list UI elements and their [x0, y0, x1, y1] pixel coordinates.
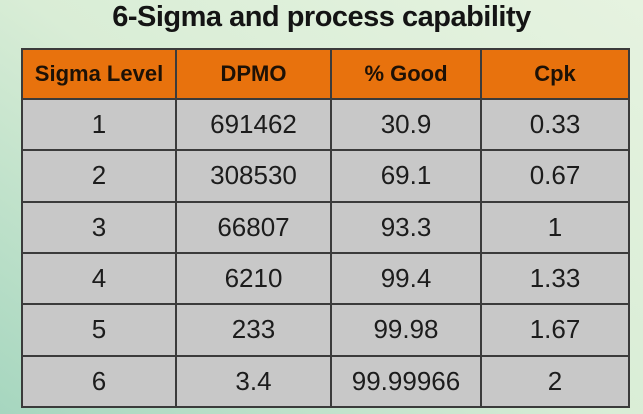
header-percent-good: % Good: [330, 48, 482, 100]
table-row: 2 308530 69.1 0.67: [21, 149, 630, 203]
cell-cpk: 0.33: [480, 97, 630, 152]
table-row: 3 66807 93.3 1: [21, 200, 630, 254]
cell-dpmo: 233: [175, 303, 332, 357]
cell-cpk: 2: [480, 354, 630, 409]
cell-sigma-level: 4: [21, 251, 177, 306]
header-sigma-level: Sigma Level: [21, 48, 177, 100]
header-cpk: Cpk: [480, 48, 630, 100]
cell-cpk: 1.67: [480, 303, 630, 357]
table-row: 5 233 99.98 1.67: [21, 303, 630, 357]
table-body: 1 691462 30.9 0.33 2 308530 69.1 0.67 3 66807 93.3…: [21, 97, 630, 409]
table-row: 1 691462 30.9 0.33: [21, 97, 630, 152]
header-dpmo: DPMO: [175, 48, 332, 100]
cell-percent-good: 93.3: [330, 200, 482, 254]
table-row: 4 6210 99.4 1.33: [21, 251, 630, 306]
sigma-capability-table: Sigma Level DPMO % Good Cpk 1 691462 30.9 0…: [21, 48, 630, 409]
cell-dpmo: 308530: [175, 149, 332, 203]
cell-dpmo: 6210: [175, 251, 332, 306]
cell-dpmo: 3.4: [175, 354, 332, 409]
cell-dpmo: 691462: [175, 97, 332, 152]
cell-sigma-level: 1: [21, 97, 177, 152]
cell-sigma-level: 5: [21, 303, 177, 357]
cell-percent-good: 99.98: [330, 303, 482, 357]
cell-dpmo: 66807: [175, 200, 332, 254]
cell-sigma-level: 6: [21, 354, 177, 409]
cell-cpk: 1.33: [480, 251, 630, 306]
slide-title: 6-Sigma and process capability: [112, 1, 531, 33]
table-header-row: Sigma Level DPMO % Good Cpk: [21, 48, 630, 100]
cell-percent-good: 99.99966: [330, 354, 482, 409]
cell-sigma-level: 2: [21, 149, 177, 203]
cell-cpk: 0.67: [480, 149, 630, 203]
cell-percent-good: 69.1: [330, 149, 482, 203]
table-row: 6 3.4 99.99966 2: [21, 354, 630, 409]
cell-percent-good: 30.9: [330, 97, 482, 152]
cell-percent-good: 99.4: [330, 251, 482, 306]
cell-sigma-level: 3: [21, 200, 177, 254]
cell-cpk: 1: [480, 200, 630, 254]
